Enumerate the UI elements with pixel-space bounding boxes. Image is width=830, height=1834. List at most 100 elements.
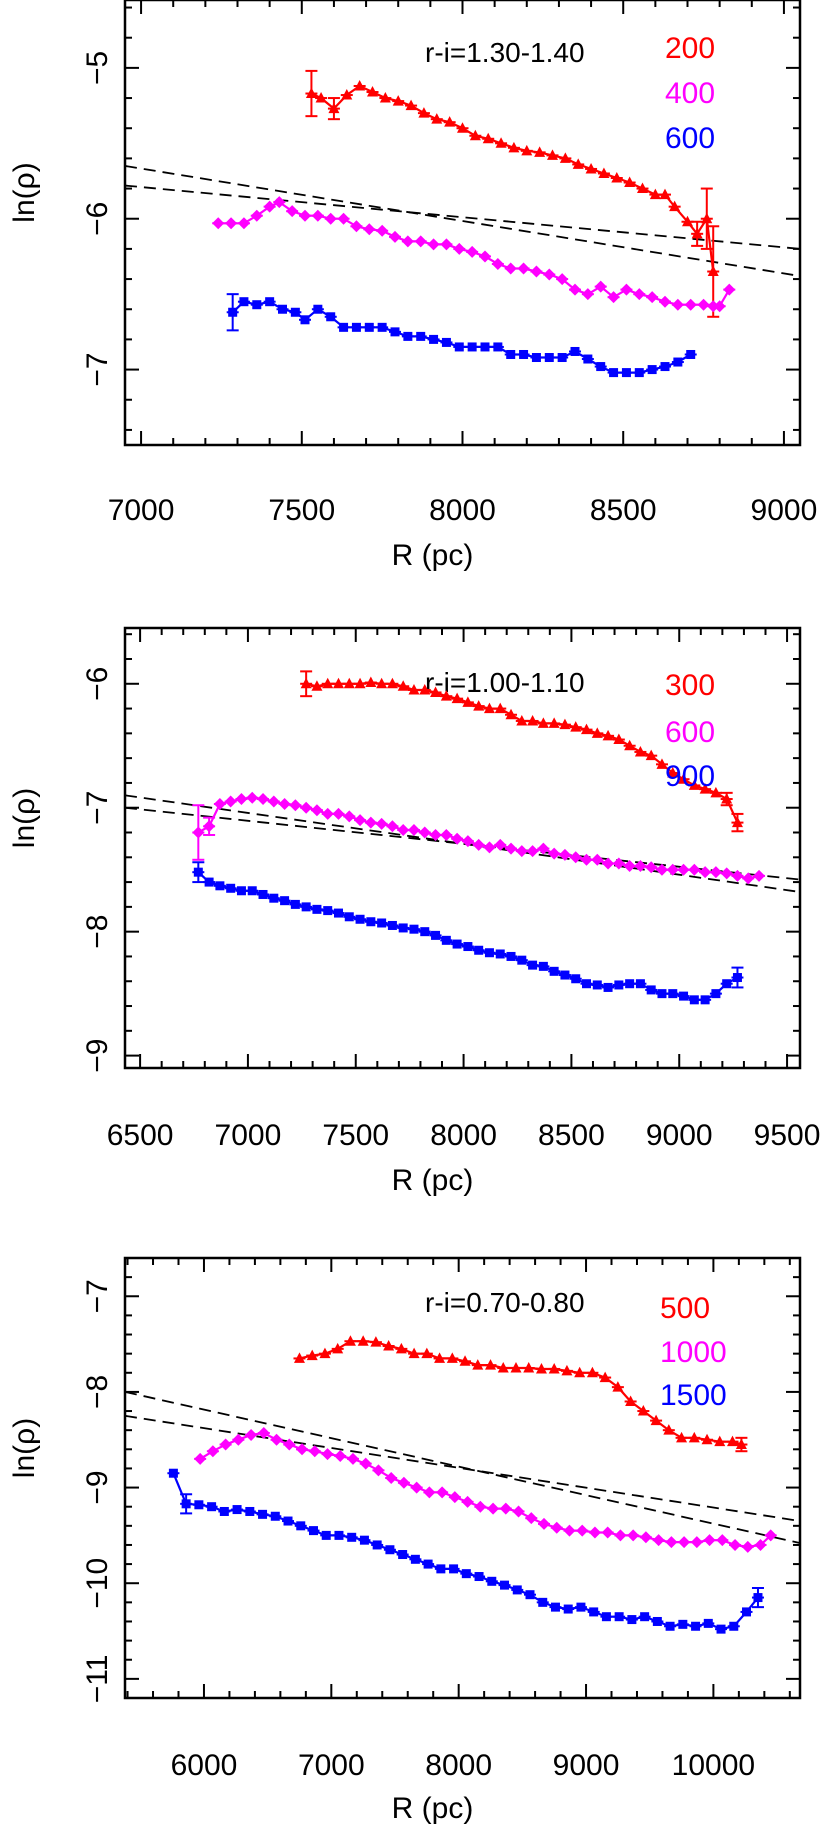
data-point: [609, 368, 619, 378]
data-point: [650, 1414, 662, 1426]
data-point: [537, 842, 550, 855]
data-point: [656, 758, 668, 769]
data-point: [709, 866, 722, 879]
legend-entry-600: 600: [665, 122, 715, 155]
data-point: [245, 1428, 258, 1441]
data-point: [246, 791, 259, 804]
data-point: [472, 838, 485, 851]
data-point: [421, 1347, 433, 1359]
data-point: [550, 1521, 563, 1534]
data-point: [742, 1607, 752, 1617]
color-range-annotation: r-i=1.30-1.40: [425, 37, 585, 68]
data-point: [660, 362, 670, 372]
data-point: [273, 196, 286, 209]
series-600: [226, 293, 697, 378]
data-point: [673, 357, 683, 367]
y-tick-label: −8: [81, 1375, 114, 1409]
data-point: [639, 1531, 652, 1544]
data-point: [192, 826, 205, 839]
data-point: [682, 215, 693, 227]
data-point: [377, 918, 387, 928]
data-point: [365, 676, 377, 688]
series-900: [192, 861, 744, 1005]
data-point: [487, 1576, 497, 1586]
data-point: [386, 820, 399, 833]
y-axis-label: ln(ρ): [8, 788, 41, 848]
data-point: [403, 331, 413, 341]
data-point: [714, 1435, 726, 1447]
data-point: [525, 1512, 538, 1525]
data-point: [614, 1529, 627, 1542]
data-point: [440, 238, 453, 251]
data-point: [558, 848, 571, 861]
data-point: [543, 268, 556, 281]
data-point: [515, 845, 528, 858]
data-point: [495, 949, 505, 959]
data-point: [494, 702, 506, 714]
series-line: [199, 1431, 772, 1549]
data-point: [461, 1495, 474, 1508]
data-point: [247, 886, 257, 896]
data-point: [410, 1554, 420, 1564]
data-point: [485, 1359, 497, 1370]
data-point: [236, 886, 246, 896]
data-point: [239, 297, 249, 307]
chart-panel-2: 6500 7000 7500 8000 8500 9000 9500 −6 −7 −8 −9 R (p…: [8, 626, 820, 1197]
data-point: [440, 690, 452, 701]
y-tick-label: −9: [81, 1038, 114, 1072]
data-point: [596, 362, 606, 372]
data-point: [351, 322, 361, 332]
data-point: [354, 814, 367, 827]
data-point: [535, 1362, 547, 1374]
data-point: [397, 1476, 410, 1489]
data-point: [386, 677, 398, 689]
data-point: [523, 1362, 535, 1373]
data-point: [634, 745, 646, 757]
data-point: [296, 1521, 306, 1531]
data-point: [395, 1342, 407, 1354]
data-point: [742, 872, 755, 885]
data-point: [267, 795, 280, 808]
data-point: [397, 824, 410, 837]
data-point: [387, 920, 397, 930]
plot-frame: [123, 1256, 802, 1700]
data-point: [315, 92, 327, 103]
data-point: [563, 1604, 573, 1614]
data-point: [713, 300, 726, 313]
data-point: [461, 835, 474, 848]
data-point: [607, 291, 620, 304]
data-point: [446, 1352, 458, 1363]
data-point: [472, 1359, 484, 1370]
data-point: [547, 149, 558, 160]
data-point: [635, 979, 645, 989]
data-point: [591, 727, 603, 738]
x-axis-label: R (pc): [392, 1792, 474, 1825]
data-point: [207, 1502, 217, 1512]
data-point: [441, 935, 451, 945]
data-point: [623, 859, 636, 872]
x-tick-label: 6000: [171, 1749, 238, 1782]
data-point: [306, 1349, 318, 1361]
data-point: [332, 807, 345, 820]
data-point: [548, 1362, 560, 1374]
data-point: [602, 857, 615, 870]
legend-entry-1000: 1000: [660, 1336, 727, 1369]
data-point: [500, 1580, 510, 1590]
data-point: [544, 353, 554, 363]
x-tick-label: 9000: [553, 1749, 620, 1782]
data-point: [572, 158, 584, 169]
data-point: [269, 893, 279, 903]
data-point: [355, 914, 365, 924]
data-point: [665, 1621, 675, 1631]
data-point: [519, 349, 529, 359]
data-point: [300, 677, 312, 689]
data-point: [423, 1486, 436, 1499]
data-point: [570, 346, 580, 356]
data-point: [334, 1530, 344, 1540]
data-point: [337, 212, 350, 225]
series-300: [300, 670, 744, 833]
data-point: [703, 1618, 713, 1628]
data-point: [237, 217, 250, 230]
data-point: [474, 1572, 484, 1582]
data-point: [311, 209, 324, 222]
